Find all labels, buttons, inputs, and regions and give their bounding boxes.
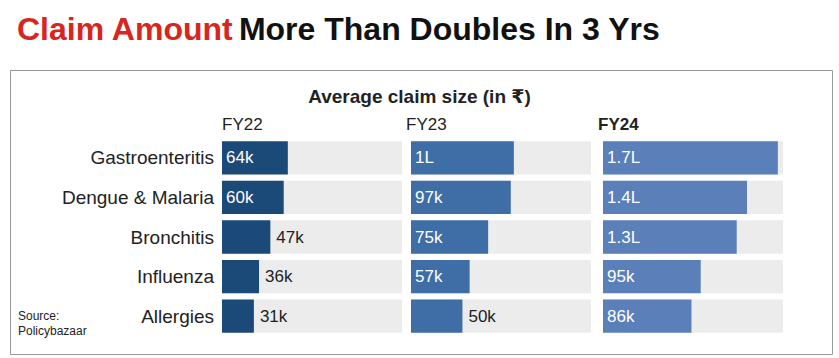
svg-text:Influenza: Influenza xyxy=(137,266,215,287)
svg-text:31k: 31k xyxy=(260,307,288,326)
svg-text:Gastroenteritis: Gastroenteritis xyxy=(90,147,214,168)
svg-text:64k: 64k xyxy=(226,148,254,167)
svg-text:Average claim size (in ₹): Average claim size (in ₹) xyxy=(308,86,531,107)
svg-text:FY24: FY24 xyxy=(598,115,639,134)
svg-text:86k: 86k xyxy=(607,307,635,326)
svg-text:Claim Amount: Claim Amount xyxy=(17,11,233,47)
svg-text:Policybazaar: Policybazaar xyxy=(18,324,87,338)
svg-text:60k: 60k xyxy=(226,188,254,207)
svg-text:57k: 57k xyxy=(415,267,443,286)
svg-text:Bronchitis: Bronchitis xyxy=(131,227,214,248)
svg-text:75k: 75k xyxy=(415,228,443,247)
svg-text:1.7L: 1.7L xyxy=(607,148,640,167)
svg-text:97k: 97k xyxy=(415,188,443,207)
svg-text:50k: 50k xyxy=(468,307,496,326)
svg-text:47k: 47k xyxy=(276,228,304,247)
svg-text:Dengue & Malaria: Dengue & Malaria xyxy=(62,187,215,208)
svg-text:1L: 1L xyxy=(415,148,434,167)
svg-text:Allergies: Allergies xyxy=(141,306,214,327)
svg-text:Source:: Source: xyxy=(18,309,59,323)
svg-text:1.4L: 1.4L xyxy=(607,188,640,207)
svg-text:1.3L: 1.3L xyxy=(607,228,640,247)
svg-text:More Than Doubles In 3 Yrs: More Than Doubles In 3 Yrs xyxy=(239,11,660,47)
svg-text:95k: 95k xyxy=(607,267,635,286)
svg-text:FY23: FY23 xyxy=(406,115,447,134)
svg-text:36k: 36k xyxy=(265,267,293,286)
svg-text:FY22: FY22 xyxy=(222,115,263,134)
